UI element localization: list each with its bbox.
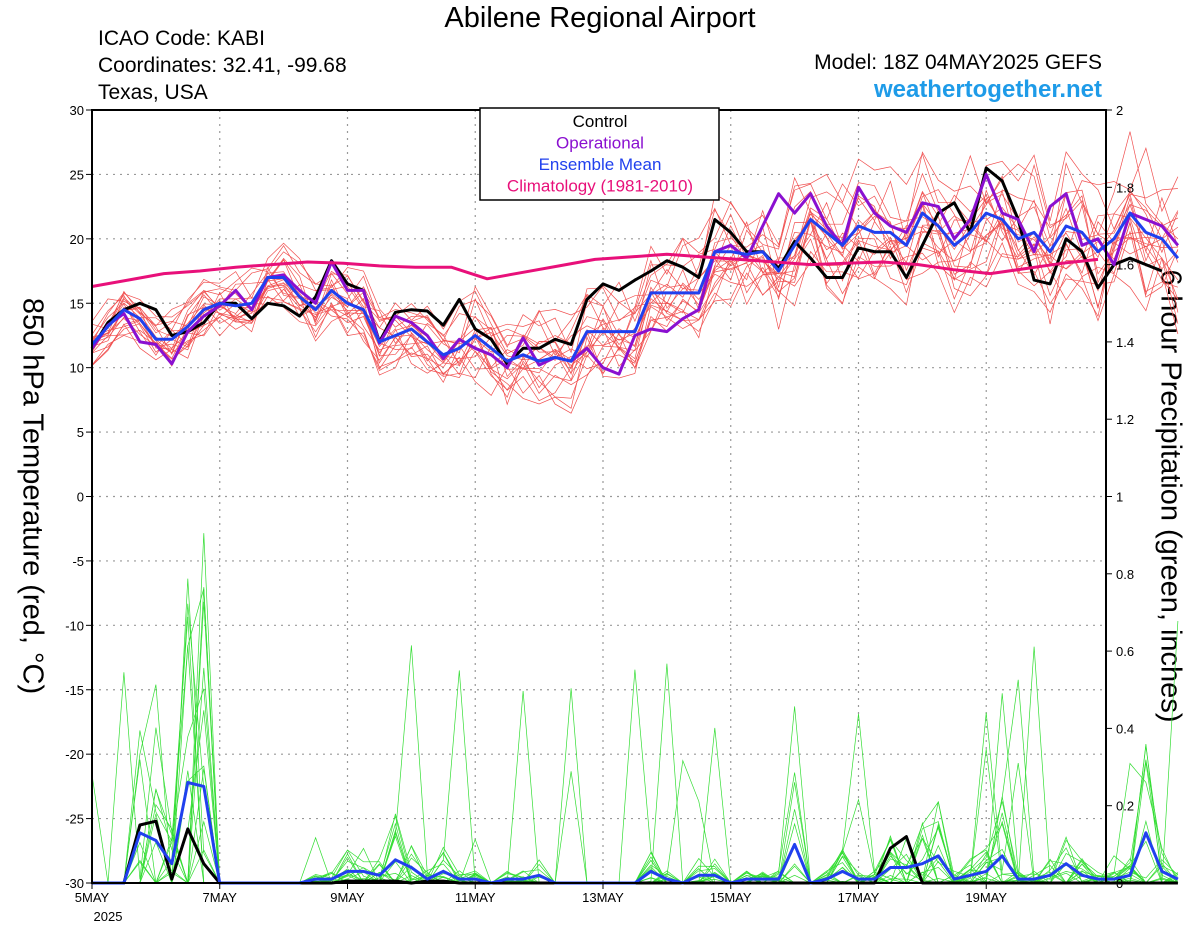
y-tick-label-right: 0.4 <box>1116 721 1134 736</box>
legend-entry: Control <box>573 112 628 131</box>
x-tick-label: 13MAY <box>582 890 624 905</box>
x-tick-label: 7MAY <box>203 890 238 905</box>
ensemble-members <box>91 131 1179 885</box>
y-tick-label-left: -20 <box>65 747 84 762</box>
precip-member-line <box>92 667 1179 884</box>
y-tick-label-right: 2 <box>1116 103 1123 118</box>
precip-member-line <box>92 645 1178 884</box>
precip-member-line <box>92 601 1179 884</box>
temp-member-line <box>91 151 1178 346</box>
temp-member-line <box>91 189 1179 367</box>
precip-member-line <box>92 603 1179 884</box>
legend-entry: Ensemble Mean <box>539 155 662 174</box>
precip-member-line <box>92 646 1179 884</box>
y-tick-label-left: 5 <box>77 425 84 440</box>
precip-member-line <box>92 679 1178 884</box>
model-run: Model: 18Z 04MAY2025 GEFS <box>814 51 1102 74</box>
temp-member-line <box>91 216 1179 395</box>
site-link[interactable]: weathertogether.net <box>873 76 1102 103</box>
temp-member-line <box>91 220 1179 409</box>
y-tick-label-right: 1 <box>1116 490 1123 505</box>
y-tick-label-left: -10 <box>65 618 84 633</box>
temp-member-line <box>91 199 1179 378</box>
y-tick-label-right: 0.6 <box>1116 644 1134 659</box>
y-tick-label-left: 10 <box>70 361 84 376</box>
y-tick-label-left: 30 <box>70 103 84 118</box>
y-tick-label-right: 0 <box>1116 876 1123 891</box>
y-tick-label-right: 1.4 <box>1116 335 1134 350</box>
x-tick-label: 5MAY <box>75 890 110 905</box>
temp-member-line <box>91 223 1179 398</box>
temp-member-line <box>91 218 1179 406</box>
y-tick-label-right: 1.6 <box>1116 258 1134 273</box>
y-tick-label-left: 0 <box>77 490 84 505</box>
x-tick-label: 17MAY <box>838 890 880 905</box>
chart-title: Abilene Regional Airport <box>444 2 756 34</box>
precip-member-line <box>92 663 1179 884</box>
legend-entry: Operational <box>556 134 644 153</box>
y-tick-label-left: -15 <box>65 683 84 698</box>
y-tick-label-left: 25 <box>70 167 84 182</box>
y-tick-label-right: 0.8 <box>1116 567 1134 582</box>
precip-member-line <box>92 693 1179 884</box>
x-tick-label: 19MAY <box>965 890 1007 905</box>
y-tick-label-left: 20 <box>70 232 84 247</box>
grid <box>92 110 1106 883</box>
coordinates: Coordinates: 32.41, -99.68 <box>98 54 347 77</box>
region: Texas, USA <box>98 81 208 104</box>
temp-member-line <box>91 188 1179 376</box>
legend: Control Operational Ensemble Mean Climatolo… <box>479 107 720 201</box>
y-tick-label-left: 15 <box>70 296 84 311</box>
temp-member-line <box>91 207 1179 376</box>
legend-box <box>479 107 720 201</box>
y-tick-label-left: -25 <box>65 812 84 827</box>
precip-member-line <box>92 616 1179 884</box>
precip-member-line <box>92 533 1178 884</box>
icao-code: ICAO Code: KABI <box>98 27 265 50</box>
temp-climatology-line <box>91 252 1099 288</box>
y-tick-label-right: 1.2 <box>1116 412 1134 427</box>
legend-entry: Climatology (1981-2010) <box>507 177 693 196</box>
y-tick-label-left: -5 <box>72 554 84 569</box>
y-tick-label-left: -30 <box>65 876 84 891</box>
x-tick-label: 11MAY <box>455 890 496 905</box>
temp-mean-line <box>90 211 1180 363</box>
x-tick-label: 15MAY <box>710 890 752 905</box>
precip-member-line <box>92 645 1178 884</box>
axes: 302520151050-5-10-15-20-25-3021.81.61.41… <box>65 103 1134 924</box>
x-tick-label: 9MAY <box>330 890 365 905</box>
y-tick-label-right: 0.2 <box>1116 799 1134 814</box>
x-tick-sublabel: 2025 <box>94 909 123 924</box>
temp-member-line <box>91 207 1179 370</box>
precip-member-line <box>92 710 1178 885</box>
y-tick-label-right: 1.8 <box>1116 180 1134 195</box>
